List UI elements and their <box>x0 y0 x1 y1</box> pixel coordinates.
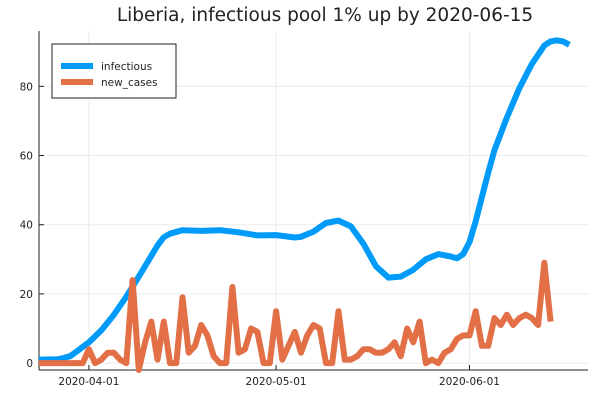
series <box>38 37 571 373</box>
series-line-new-cases <box>39 259 554 373</box>
y-tick-label: 40 <box>20 220 33 232</box>
y-tick-label: 20 <box>20 289 33 301</box>
y-tick-label: 60 <box>20 151 33 163</box>
chart-title: Liberia, infectious pool 1% up by 2020-0… <box>117 5 533 26</box>
axes: 2020-04-01 2020-05-01 2020-06-01 0 20 40 60 80 <box>20 31 588 388</box>
x-tick-label: 2020-04-01 <box>58 376 119 388</box>
x-tick-label: 2020-06-01 <box>439 376 500 388</box>
y-tick-label: 80 <box>20 81 33 93</box>
legend: infectious new_cases <box>51 43 177 99</box>
legend-label-infectious: infectious <box>101 61 152 73</box>
y-tick-label: 0 <box>26 358 33 370</box>
series-line-infectious <box>38 37 571 363</box>
legend-box <box>51 43 177 99</box>
legend-label-new-cases: new_cases <box>101 77 158 89</box>
x-tick-label: 2020-05-01 <box>246 376 307 388</box>
